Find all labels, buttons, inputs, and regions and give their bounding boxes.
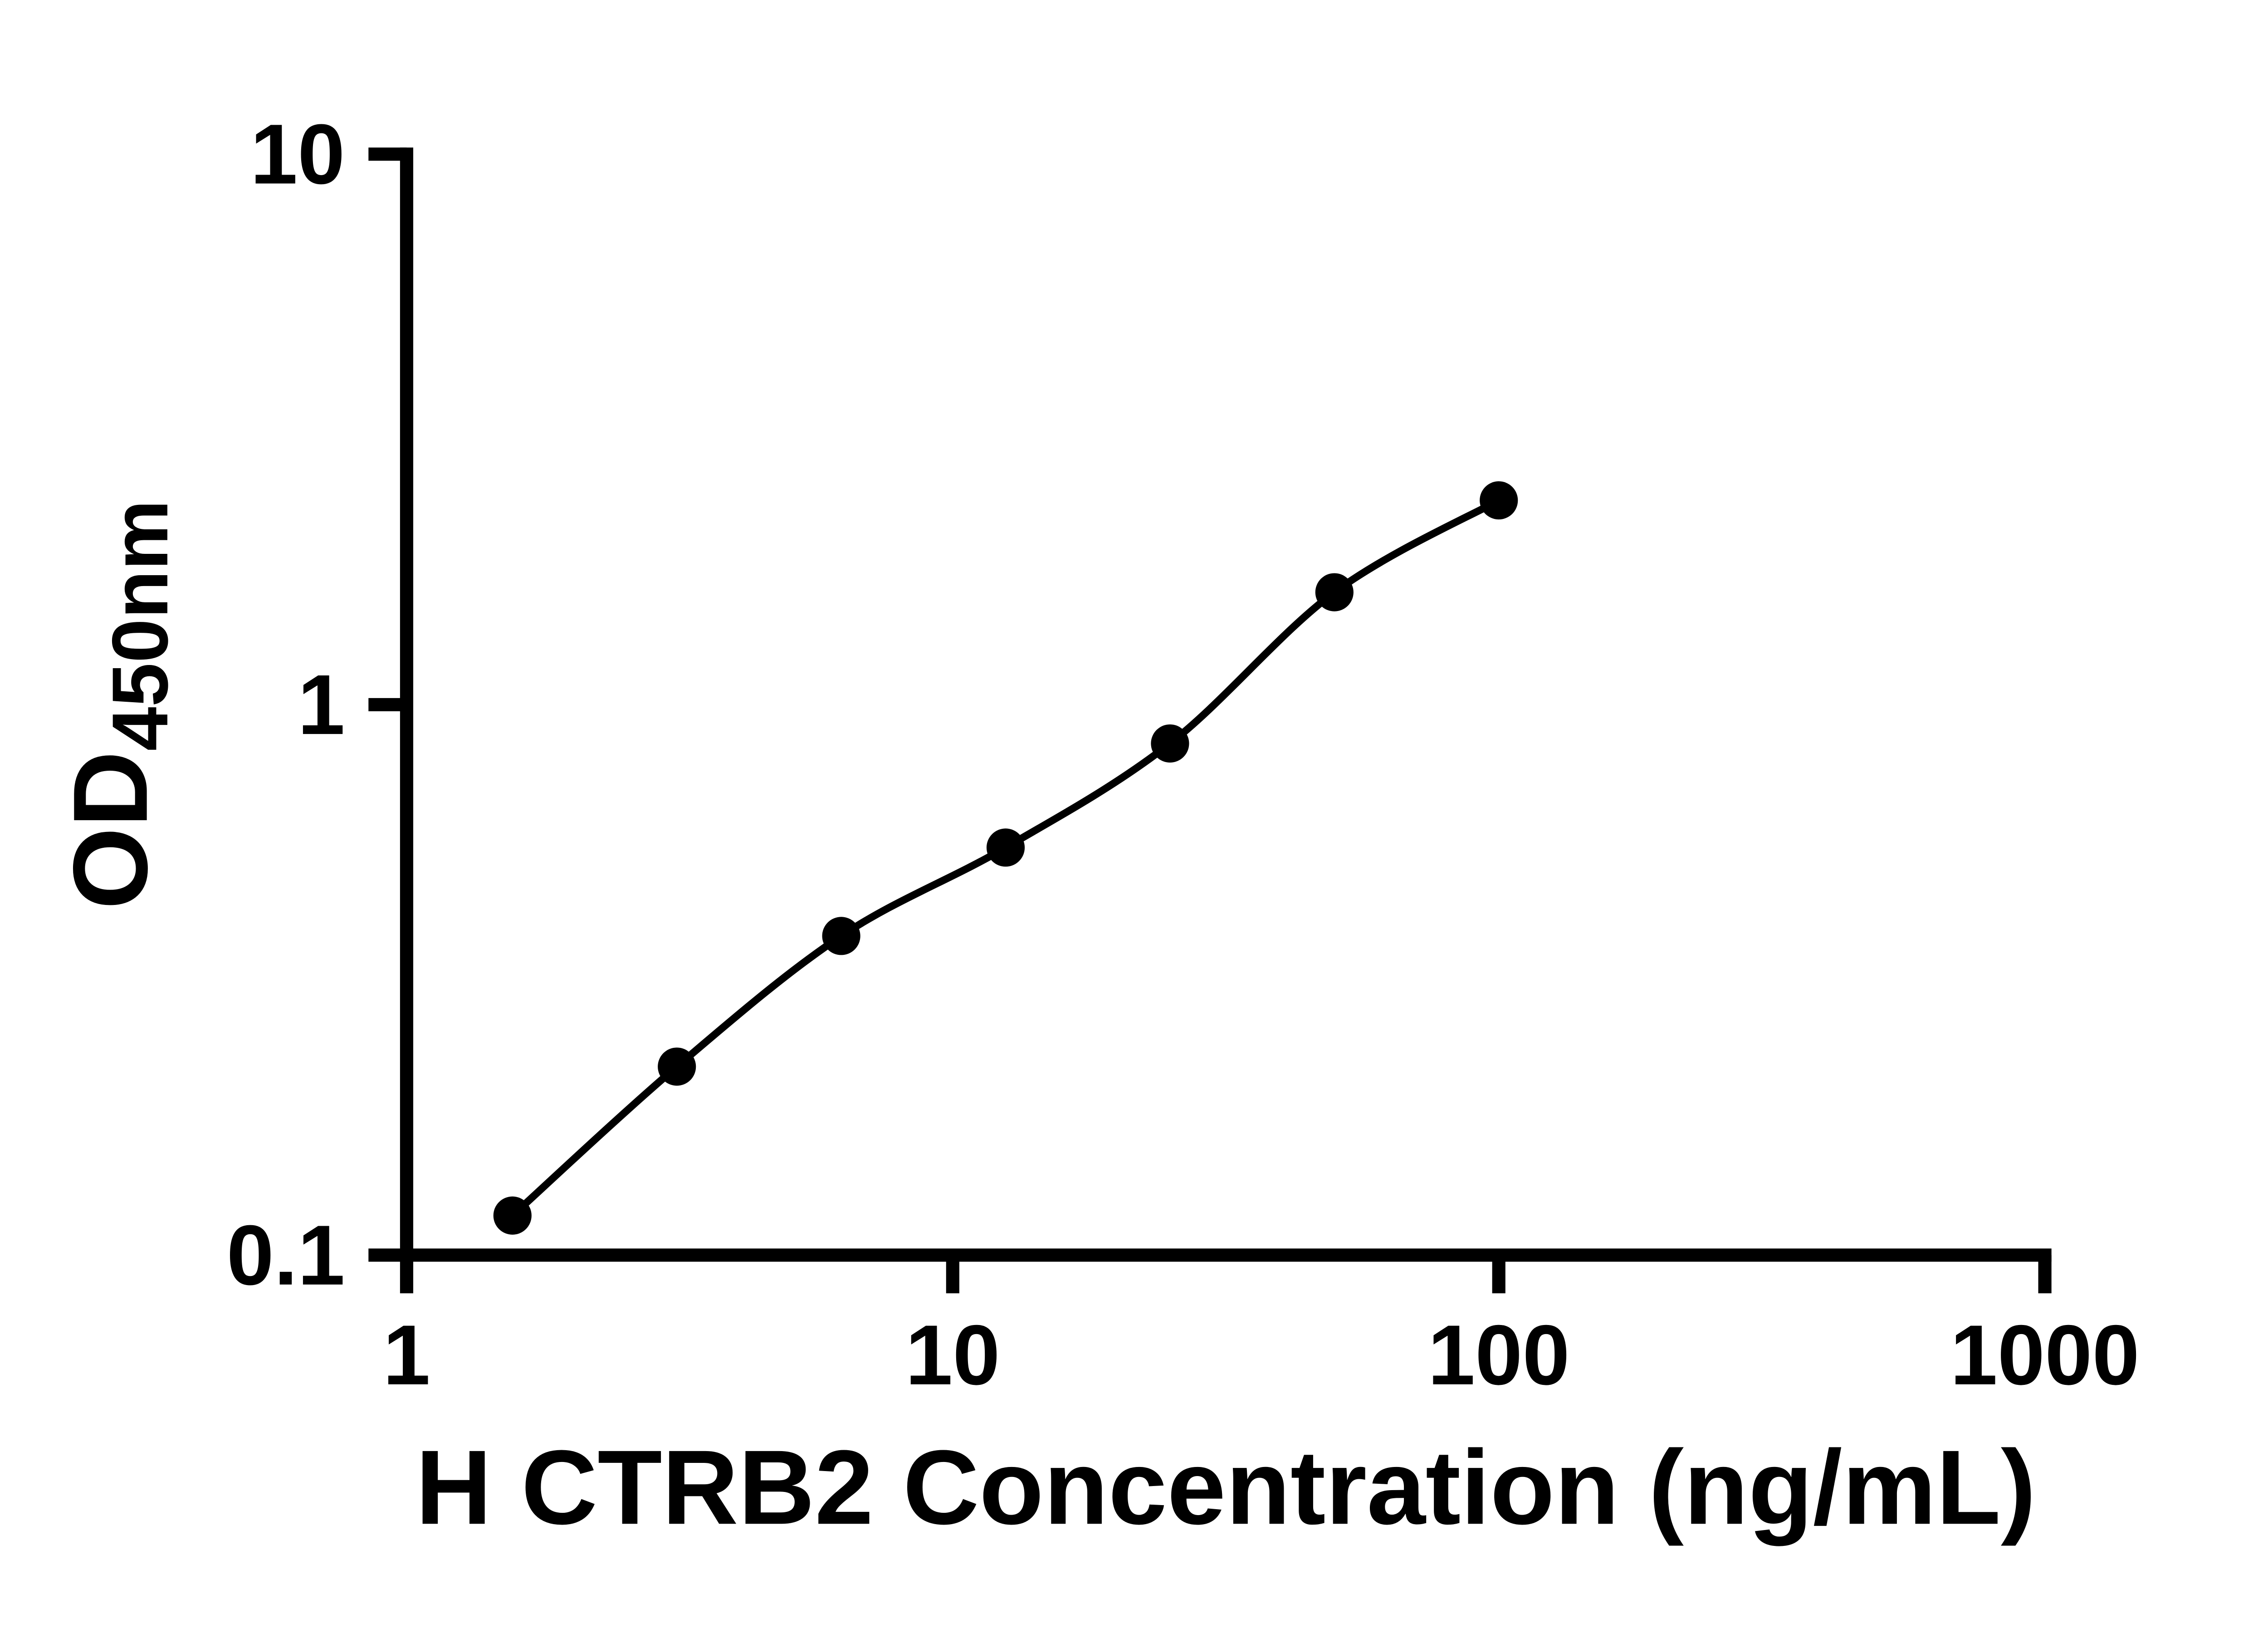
y-tick-label: 10 [250,107,345,202]
axes-layer: 1 10 100 1000 0.1 1 10 [227,107,2140,1403]
data-point [822,917,860,955]
y-tick-label: 1 [298,657,345,752]
series-layer [493,481,1518,1235]
data-point [493,1196,532,1235]
y-axis-title-main: OD [52,751,170,909]
y-axis-title: OD450nm [52,500,185,909]
data-point [986,828,1025,867]
x-tick-label: 10 [905,1307,1000,1403]
y-axis-title-subscript: 450nm [96,500,185,751]
x-tick-label: 100 [1428,1307,1570,1403]
data-point [1151,724,1189,763]
x-tick-label: 1 [383,1307,430,1403]
x-tick-label: 1000 [1950,1307,2140,1403]
data-point [1480,481,1518,520]
y-tick-label: 0.1 [227,1208,345,1303]
data-point [1315,573,1354,611]
data-point [658,1047,696,1086]
x-axis-title: H CTRB2 Concentration (ng/mL) [415,1428,2036,1546]
